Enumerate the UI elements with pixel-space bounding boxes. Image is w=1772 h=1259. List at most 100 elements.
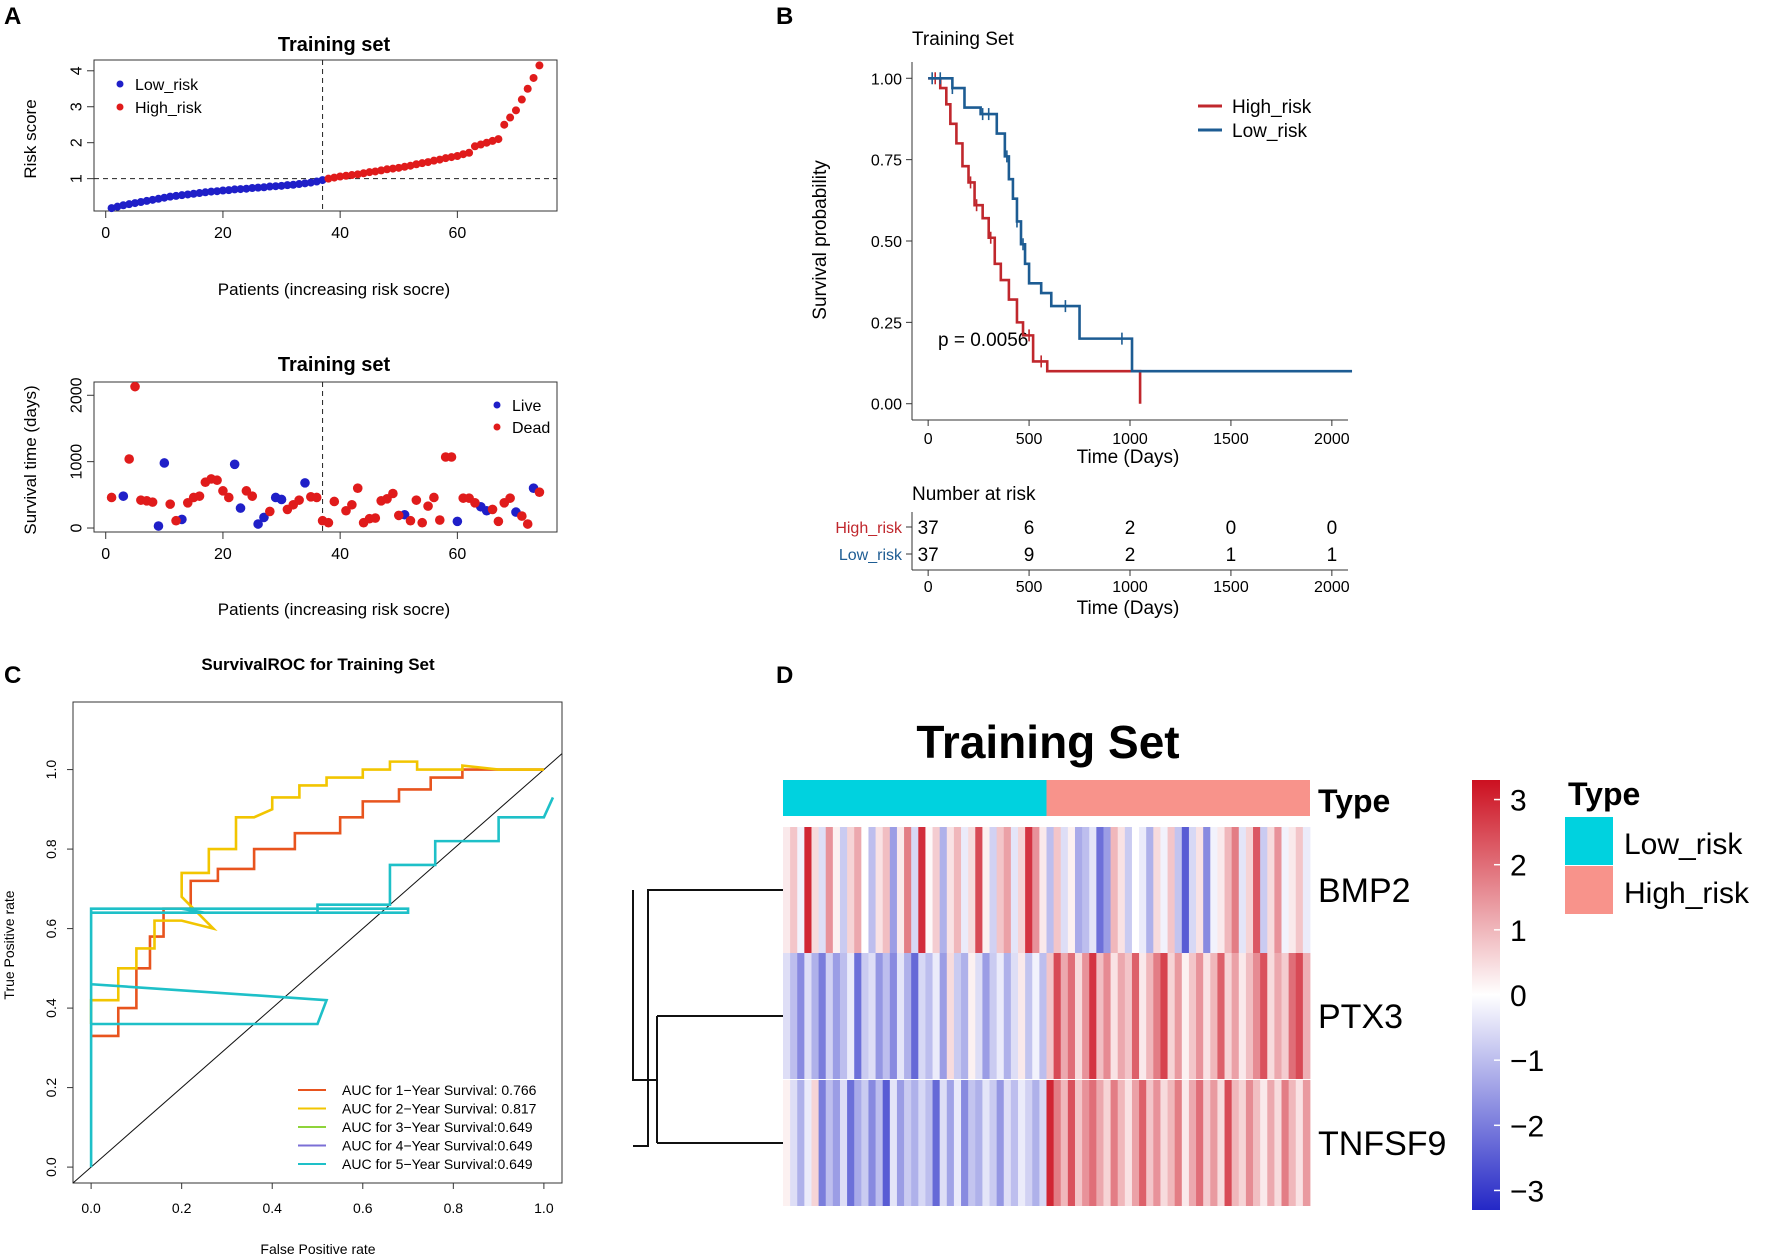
heatmap-cell	[1188, 827, 1197, 953]
heatmap-cell	[1146, 1080, 1154, 1206]
heatmap-cell	[882, 827, 891, 953]
heatmap-cell	[1203, 1080, 1211, 1206]
x-axis-label: False Positive rate	[260, 1241, 375, 1257]
colorbar-tick-label: −1	[1510, 1045, 1544, 1078]
heatmap-cell	[961, 827, 969, 953]
heatmap-cell	[1295, 827, 1304, 953]
heatmap-cell	[825, 827, 834, 953]
heatmap-cell	[1196, 953, 1204, 1079]
heatmap-cell	[839, 827, 848, 953]
risk-table-row-label: High_risk	[835, 520, 903, 537]
y-tick-label: 0	[69, 523, 86, 532]
legend-label-high-risk: High_risk	[1232, 97, 1312, 118]
heatmap-cell	[1039, 827, 1047, 953]
data-point-high-risk	[517, 95, 526, 104]
heatmap-cell	[1003, 1080, 1012, 1206]
x-tick-label: 60	[448, 225, 466, 242]
x-tick-label: 0.0	[81, 1200, 101, 1216]
type-bar-high-risk	[1046, 780, 1310, 816]
heatmap-cell	[1039, 1080, 1047, 1206]
data-point-high-risk	[500, 120, 509, 129]
heatmap-cell	[1210, 1080, 1218, 1206]
data-point-dead	[470, 497, 480, 508]
heatmap-cell	[1103, 953, 1111, 1079]
heatmap-cell	[868, 827, 876, 953]
data-point-high-risk	[383, 165, 392, 174]
heatmap-cell	[1217, 953, 1225, 1079]
heatmap-cell	[1153, 827, 1161, 953]
heatmap-cell	[875, 953, 884, 1079]
data-point-high-risk	[511, 106, 520, 115]
y-tick-label: 0.25	[871, 315, 902, 332]
heatmap-cell	[996, 953, 1005, 1079]
colorbar-tick-label: 2	[1510, 850, 1527, 883]
heatmap-cell	[961, 953, 969, 1079]
risk-table-row-label: Low_risk	[839, 547, 903, 564]
heatmap-cell	[804, 1080, 812, 1206]
heatmap-cell	[1274, 953, 1282, 1079]
annotation-label: Type	[1318, 783, 1390, 819]
data-point-high-risk	[535, 61, 544, 70]
data-point-low-risk	[242, 184, 251, 193]
data-point-low-risk	[213, 187, 222, 196]
heatmap-cell	[1139, 953, 1147, 1079]
x-tick-label: 500	[1016, 431, 1043, 448]
heatmap-cell	[1245, 827, 1254, 953]
data-point-low-risk	[265, 182, 274, 191]
heatmap-cell	[1018, 1080, 1026, 1206]
data-point-live	[229, 459, 240, 470]
data-point-low-risk	[236, 185, 245, 194]
heatmap-cell	[968, 827, 976, 953]
data-point-low-risk	[195, 189, 204, 198]
colorbar-tick-label: −3	[1510, 1175, 1544, 1208]
heatmap-cell	[896, 1080, 905, 1206]
data-point-live	[259, 512, 269, 523]
heatmap-cell	[882, 1080, 891, 1206]
heatmap-cell	[1060, 827, 1069, 953]
heatmap-cell	[968, 1080, 976, 1206]
data-point-live	[452, 516, 463, 527]
heatmap-cell	[1089, 953, 1097, 1079]
panel-label-c: C	[4, 662, 21, 689]
heatmap-cell	[1103, 827, 1111, 953]
heatmap-cell	[1181, 827, 1190, 953]
y-tick-label: 2	[69, 138, 86, 147]
data-point-low-risk	[172, 191, 181, 200]
colorbar-tick-label: −2	[1510, 1110, 1544, 1143]
data-point-low-risk	[295, 180, 304, 189]
heatmap-cell	[1253, 827, 1261, 953]
heatmap-cell	[918, 953, 926, 1079]
legend: Low_risk High_risk	[116, 77, 203, 117]
heatmap-cell	[975, 953, 983, 1079]
heatmap-cell	[889, 1080, 898, 1206]
data-point-low-risk	[259, 183, 268, 192]
heatmap-cell	[1267, 827, 1275, 953]
row-label-tnfsf9: TNFSF9	[1318, 1125, 1446, 1163]
heatmap-cell	[953, 827, 962, 953]
heatmap-cell	[839, 1080, 848, 1206]
heatmap-cell	[1139, 827, 1147, 953]
heatmap-cell	[1253, 1080, 1261, 1206]
plot-frame	[93, 59, 558, 212]
heatmap-cell	[1224, 827, 1233, 953]
data-point-dead	[194, 491, 205, 501]
data-point-dead	[124, 454, 134, 464]
y-axis-label: Survival probability	[810, 160, 831, 320]
legend-label-live: Live	[512, 398, 541, 415]
risk-table-x-label: Time (Days)	[1077, 598, 1180, 619]
y-tick-label: 1000	[69, 444, 86, 480]
data-point-dead	[393, 510, 404, 521]
heatmap-cell	[1153, 953, 1161, 1079]
heatmap-cell	[1295, 1080, 1304, 1206]
chart-title: Training Set	[912, 29, 1014, 50]
legend-marker-dead	[493, 423, 501, 431]
heatmap-cell	[1124, 1080, 1133, 1206]
heatmap-cell	[1274, 1080, 1282, 1206]
plot-frame	[93, 381, 558, 533]
heatmap-cell	[847, 1080, 855, 1206]
heatmap-cell	[946, 953, 955, 1079]
row-label-bmp2: BMP2	[1318, 872, 1411, 910]
heatmap-cell	[911, 953, 919, 1079]
legend-label-5-year: AUC for 5−Year Survival:0.649	[342, 1156, 533, 1172]
